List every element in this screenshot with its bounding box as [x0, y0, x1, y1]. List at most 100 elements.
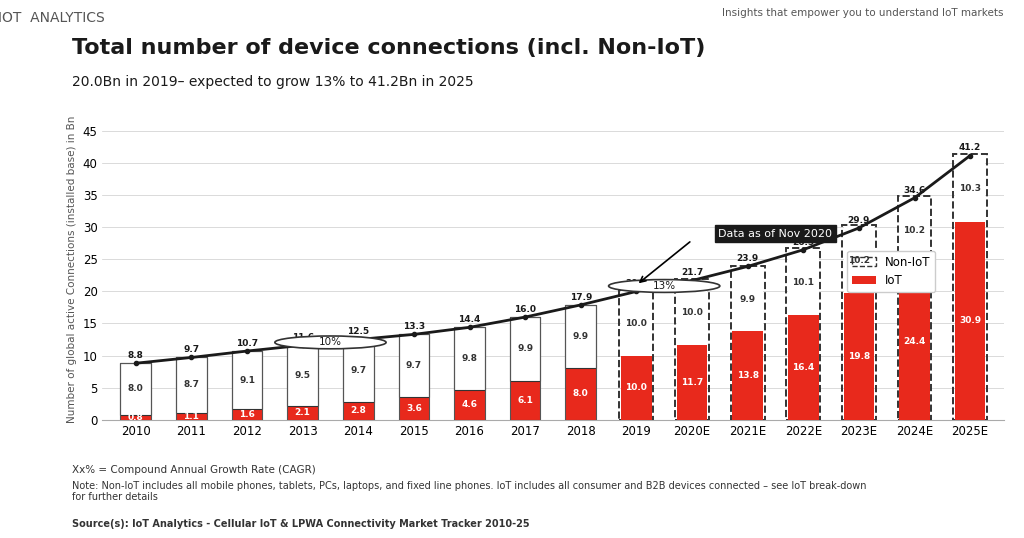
Text: 20.0Bn in 2019– expected to grow 13% to 41.2Bn in 2025: 20.0Bn in 2019– expected to grow 13% to … — [72, 75, 473, 89]
Text: 11.6: 11.6 — [292, 333, 313, 342]
Text: 14.4: 14.4 — [459, 315, 480, 324]
Bar — [510, 317, 541, 380]
Text: 41.2: 41.2 — [959, 143, 981, 152]
Bar — [565, 305, 596, 420]
Bar — [844, 293, 874, 420]
Text: 12.5: 12.5 — [347, 327, 370, 336]
Y-axis label: Number of global active Connections (installed base) in Bn: Number of global active Connections (ins… — [68, 115, 77, 423]
Legend: Non-IoT, IoT: Non-IoT, IoT — [847, 251, 935, 292]
Bar — [954, 222, 985, 420]
Text: Total number of device connections (incl. Non-IoT): Total number of device connections (incl… — [72, 38, 706, 58]
Bar — [231, 351, 262, 409]
Bar — [788, 315, 818, 420]
Text: 30.9: 30.9 — [959, 316, 981, 325]
Text: 26.5: 26.5 — [793, 238, 814, 246]
Bar — [675, 279, 709, 420]
Text: 10.7: 10.7 — [236, 339, 258, 348]
Text: 9.7: 9.7 — [406, 361, 422, 370]
Bar — [231, 351, 262, 420]
Text: 3.6: 3.6 — [406, 404, 422, 413]
Bar — [455, 327, 484, 420]
Text: 2.8: 2.8 — [350, 406, 367, 415]
Bar — [844, 228, 874, 293]
Text: 9.8: 9.8 — [462, 354, 477, 363]
Text: 34.6: 34.6 — [903, 186, 926, 195]
Bar — [899, 263, 930, 420]
Text: 9.1: 9.1 — [239, 376, 255, 385]
Text: 16.4: 16.4 — [793, 363, 814, 372]
Circle shape — [608, 280, 720, 292]
Text: 10.0: 10.0 — [626, 383, 647, 392]
Text: 29.9: 29.9 — [848, 216, 870, 225]
Bar — [121, 414, 152, 420]
Text: 10.0: 10.0 — [681, 308, 702, 317]
Text: 9.9: 9.9 — [517, 344, 534, 353]
Bar — [121, 363, 152, 420]
Text: 23.9: 23.9 — [736, 254, 759, 263]
Text: 20.0: 20.0 — [626, 279, 647, 288]
Bar — [732, 268, 763, 331]
Bar — [231, 409, 262, 420]
Bar — [788, 250, 818, 315]
Bar — [288, 345, 317, 420]
Bar — [677, 345, 708, 420]
Bar — [398, 397, 429, 420]
Text: 13%: 13% — [652, 281, 676, 291]
Text: 21.7: 21.7 — [681, 268, 703, 277]
Bar — [288, 406, 317, 420]
Text: 9.9: 9.9 — [739, 295, 756, 304]
Text: Insights that empower you to understand IoT markets: Insights that empower you to understand … — [722, 8, 1004, 18]
Bar — [176, 357, 207, 413]
Bar — [398, 335, 429, 397]
Text: 4.6: 4.6 — [462, 400, 477, 409]
Text: 16.0: 16.0 — [514, 305, 537, 314]
Text: 13.8: 13.8 — [736, 371, 759, 380]
Text: Source(s): IoT Analytics - Cellular IoT & LPWA Connectivity Market Tracker 2010-: Source(s): IoT Analytics - Cellular IoT … — [72, 519, 529, 529]
Text: 10.0: 10.0 — [626, 319, 647, 328]
Text: 1.6: 1.6 — [239, 410, 255, 419]
Bar — [176, 413, 207, 420]
Bar — [455, 390, 484, 420]
Text: 10.2: 10.2 — [903, 226, 926, 235]
Bar — [677, 280, 708, 345]
Text: 17.9: 17.9 — [569, 293, 592, 302]
Text: 11.7: 11.7 — [681, 378, 703, 387]
Text: IOT  ANALYTICS: IOT ANALYTICS — [0, 11, 104, 25]
Bar — [121, 363, 152, 414]
Bar — [288, 345, 317, 406]
Bar — [622, 292, 651, 356]
Bar — [954, 155, 985, 222]
Text: 1.1: 1.1 — [183, 412, 200, 421]
Text: 10%: 10% — [318, 337, 342, 348]
Text: 9.7: 9.7 — [350, 366, 367, 375]
Bar — [953, 154, 987, 420]
Bar — [842, 225, 876, 420]
Text: 24.4: 24.4 — [903, 337, 926, 346]
Text: 9.9: 9.9 — [572, 332, 589, 341]
Text: 8.0: 8.0 — [128, 384, 143, 393]
Circle shape — [274, 336, 386, 349]
Bar — [898, 196, 932, 420]
Bar — [565, 369, 596, 420]
Bar — [732, 331, 763, 420]
Text: 10.1: 10.1 — [793, 278, 814, 287]
Bar — [343, 402, 374, 420]
Text: Data as of Nov 2020: Data as of Nov 2020 — [719, 229, 833, 239]
Text: 9.5: 9.5 — [295, 371, 310, 380]
Text: 9.7: 9.7 — [183, 345, 200, 354]
Text: 8.8: 8.8 — [128, 351, 143, 360]
Bar — [731, 266, 765, 420]
Bar — [510, 380, 541, 420]
Bar — [455, 327, 484, 390]
Text: 6.1: 6.1 — [517, 395, 534, 405]
Text: 10.3: 10.3 — [959, 184, 981, 193]
Text: 0.8: 0.8 — [128, 413, 143, 422]
Bar — [343, 339, 374, 402]
Bar — [176, 357, 207, 420]
Text: 19.8: 19.8 — [848, 352, 870, 360]
Bar — [786, 248, 820, 420]
Text: 8.0: 8.0 — [572, 390, 589, 399]
Bar — [565, 305, 596, 369]
Bar — [622, 356, 651, 420]
Bar — [620, 289, 653, 420]
